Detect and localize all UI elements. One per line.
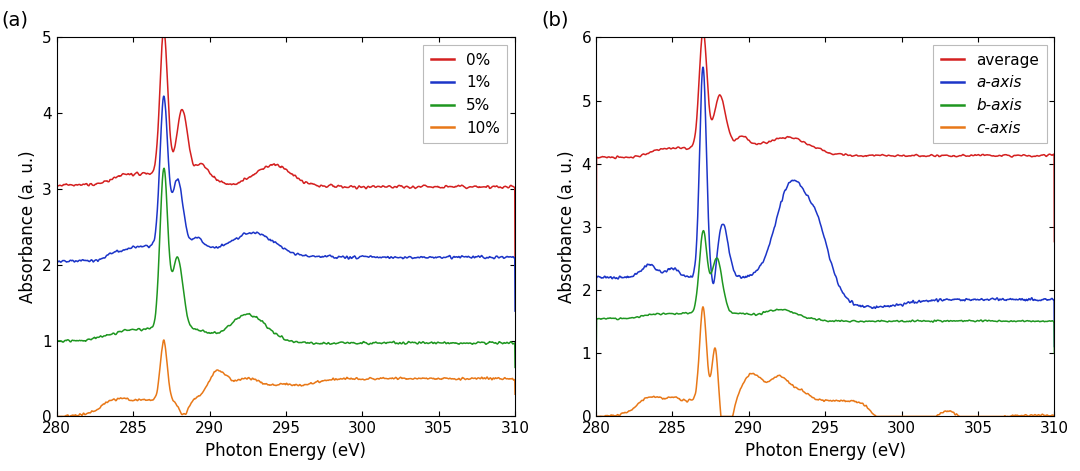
- Text: (b): (b): [541, 11, 568, 30]
- Y-axis label: Absorbance (a. u.): Absorbance (a. u.): [18, 151, 37, 303]
- Text: (a): (a): [2, 11, 29, 30]
- Legend: average, a-axis, b-axis, c-axis: average, a-axis, b-axis, c-axis: [933, 45, 1047, 143]
- Legend: 0%, 1%, 5%, 10%: 0%, 1%, 5%, 10%: [423, 45, 508, 143]
- X-axis label: Photon Energy (eV): Photon Energy (eV): [205, 442, 366, 460]
- X-axis label: Photon Energy (eV): Photon Energy (eV): [745, 442, 906, 460]
- Y-axis label: Absorbance (a. u.): Absorbance (a. u.): [558, 151, 576, 303]
